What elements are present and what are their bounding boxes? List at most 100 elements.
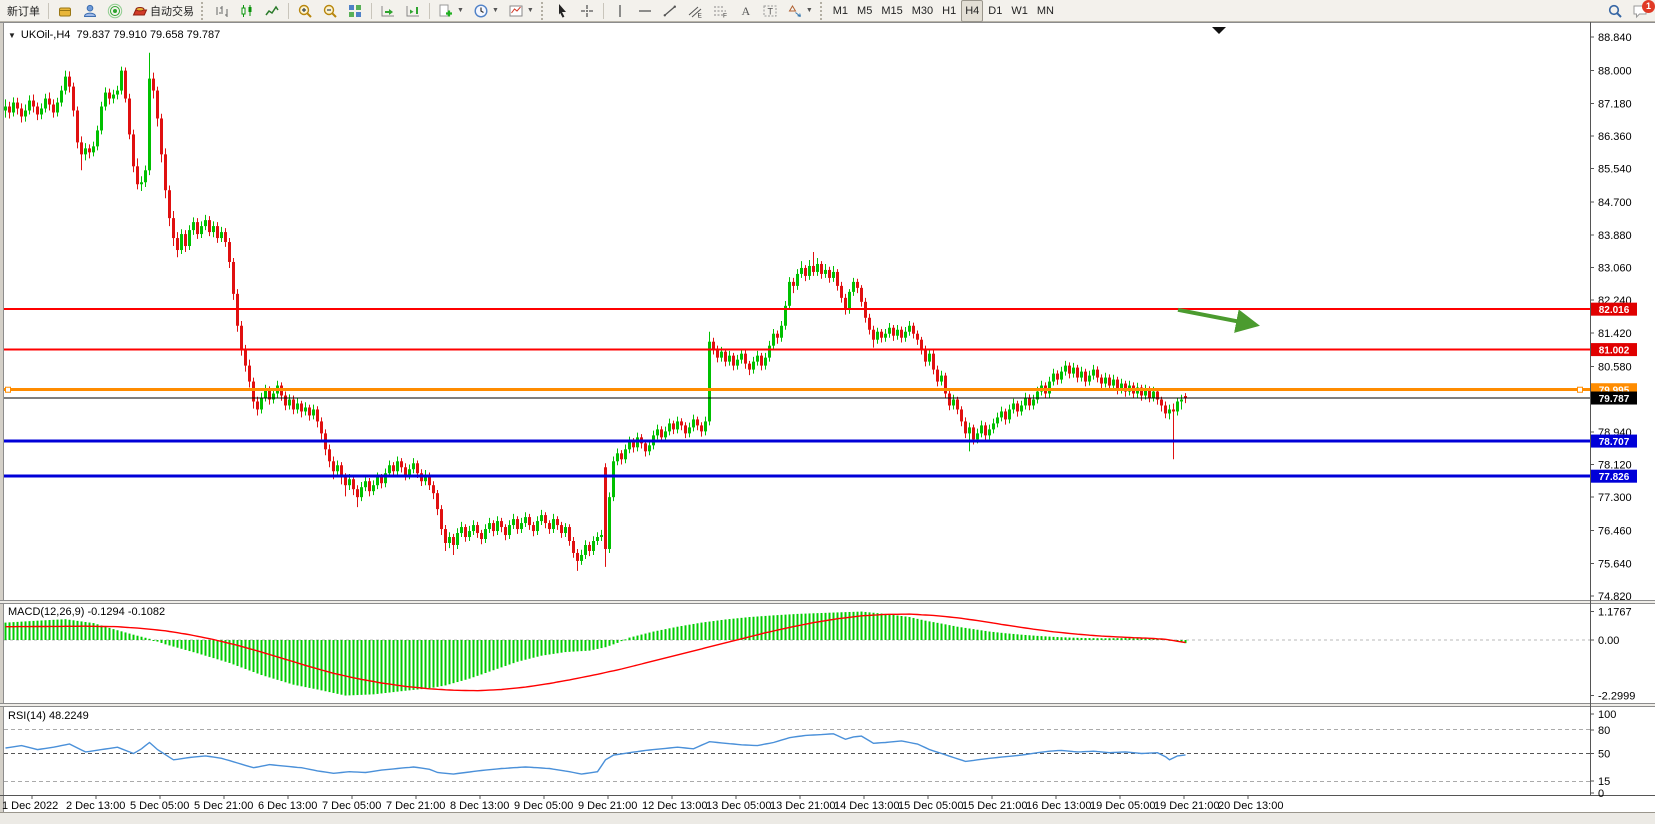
- zoom-in-icon: [297, 3, 313, 19]
- price-chart-canvas[interactable]: 88.840 88.000 87.180 86.360 85.540 84.700 83.8…: [0, 22, 1655, 824]
- signals-button[interactable]: [103, 0, 127, 22]
- signal-icon: [107, 3, 123, 19]
- chart-menu-icon[interactable]: ▼: [8, 30, 16, 40]
- price-badge-text: 82.016: [1599, 305, 1630, 316]
- crosshair-button[interactable]: [575, 0, 599, 22]
- time-tick-label: 19 Dec 21:00: [1154, 800, 1219, 812]
- macd-tick-label: 1.1767: [1598, 607, 1632, 619]
- price-tick-label: 88.000: [1598, 66, 1632, 78]
- tf-h4-button[interactable]: H4: [961, 0, 984, 22]
- notifications-button[interactable]: 1: [1628, 0, 1655, 22]
- time-tick-label: 13 Dec 21:00: [770, 800, 835, 812]
- clock-icon: [473, 3, 489, 19]
- tile-windows-button[interactable]: [343, 0, 367, 22]
- fibonacci-button[interactable]: F: [708, 0, 732, 22]
- price-tick-label: 74.820: [1598, 591, 1632, 603]
- periods-button[interactable]: ▼: [469, 0, 503, 22]
- price-badge-text: 78.707: [1599, 437, 1630, 448]
- time-tick-label: 1 Dec 2022: [2, 800, 58, 812]
- trendline-button[interactable]: [658, 0, 682, 22]
- search-button[interactable]: [1603, 0, 1627, 22]
- toolbar-separator: [602, 2, 604, 19]
- price-tick-label: 76.460: [1598, 526, 1632, 538]
- tf-h1-button[interactable]: H1: [938, 0, 960, 22]
- time-tick-label: 9 Dec 21:00: [578, 800, 637, 812]
- toolbar: 新订单 自动交易 ▼ ▼ ▼ E F A T ▼ M1 M5 M15 M30 H1 H4 D1 W1 MN 1: [0, 0, 1655, 22]
- toolbar-separator: [429, 2, 430, 19]
- templates-button[interactable]: ▼: [504, 0, 538, 22]
- tile-icon: [347, 3, 363, 19]
- time-tick-label: 12 Dec 13:00: [642, 800, 707, 812]
- tf-h4-button-label: H4: [965, 4, 980, 17]
- arrows-button[interactable]: ▼: [783, 0, 817, 22]
- chevron-down-icon: ▼: [457, 7, 464, 14]
- price-badge-77.826: [1591, 469, 1637, 483]
- tf-m30-button[interactable]: M30: [908, 0, 937, 22]
- tf-m1-button[interactable]: M1: [829, 0, 852, 22]
- scroll-position-marker[interactable]: [1212, 27, 1226, 34]
- price-tick-label: 77.300: [1598, 492, 1632, 504]
- text-a-icon: A: [737, 3, 753, 19]
- price-tick-label: 86.360: [1598, 131, 1632, 143]
- rsi-tick-label: 0: [1598, 788, 1604, 800]
- hline-button[interactable]: [633, 0, 657, 22]
- time-tick-label: 7 Dec 21:00: [386, 800, 445, 812]
- auto-scroll-button[interactable]: [376, 0, 400, 22]
- line-chart-button[interactable]: [260, 0, 284, 22]
- linechart-icon: [264, 3, 280, 19]
- svg-text:T: T: [767, 6, 773, 16]
- svg-text:F: F: [723, 12, 727, 19]
- zoom-out-button[interactable]: [318, 0, 342, 22]
- equidistant-channel-button[interactable]: E: [683, 0, 707, 22]
- price-badge-78.707: [1591, 434, 1637, 448]
- tf-m5-button[interactable]: M5: [853, 0, 876, 22]
- toolbar-grip: [540, 1, 546, 20]
- cursor-icon: [554, 3, 570, 19]
- guide-button[interactable]: [53, 0, 77, 22]
- price-badge-81.002: [1591, 343, 1637, 357]
- price-badge-text: 77.826: [1599, 472, 1630, 483]
- tf-mn-button[interactable]: MN: [1033, 0, 1058, 22]
- autotrade-button-label: 自动交易: [150, 5, 194, 18]
- chart-shift-button[interactable]: [401, 0, 425, 22]
- hline-handle[interactable]: [5, 386, 11, 393]
- time-tick-label: 16 Dec 13:00: [1026, 800, 1091, 812]
- chart-title: ▼ UKOil-,H4 79.837 79.910 79.658 79.787: [8, 29, 220, 41]
- svg-text:E: E: [697, 12, 702, 19]
- tf-m5-button-label: M5: [857, 4, 873, 17]
- price-badge-79.787: [1591, 391, 1637, 405]
- label-button[interactable]: T: [758, 0, 782, 22]
- hline-icon: [637, 3, 653, 19]
- time-tick-label: 5 Dec 05:00: [130, 800, 189, 812]
- time-tick-label: 2 Dec 13:00: [66, 800, 125, 812]
- tf-m30-button-label: M30: [911, 4, 934, 17]
- indicators-button[interactable]: ▼: [434, 0, 468, 22]
- toolbar-grip: [201, 1, 206, 20]
- autotrade-button[interactable]: 自动交易: [128, 0, 198, 22]
- price-badge-82.016: [1591, 302, 1637, 316]
- trend-arrow-annotation[interactable]: [1177, 307, 1260, 333]
- tf-m15-button[interactable]: M15: [877, 0, 906, 22]
- rsi-tick-label: 15: [1598, 776, 1610, 788]
- cursor-button[interactable]: [550, 0, 574, 22]
- new-order-button[interactable]: 新订单: [3, 0, 44, 22]
- vline-button[interactable]: [608, 0, 632, 22]
- macd-signal-line: [5, 613, 1186, 692]
- community-button[interactable]: [78, 0, 102, 22]
- hline-handle[interactable]: [1577, 386, 1583, 393]
- new-order-button-label: 新订单: [7, 5, 40, 18]
- time-tick-label: 14 Dec 13:00: [834, 800, 899, 812]
- toolbar-grip: [819, 1, 825, 20]
- price-tick-label: 85.540: [1598, 164, 1632, 176]
- autotrade-icon: [132, 3, 148, 19]
- zoom-in-button[interactable]: [293, 0, 317, 22]
- shapes-icon: [787, 3, 803, 19]
- tf-d1-button[interactable]: D1: [984, 0, 1006, 22]
- tf-d1-button-label: D1: [988, 4, 1003, 17]
- chart-shift-icon: [405, 3, 421, 19]
- notification-badge: 1: [1642, 0, 1655, 13]
- tf-w1-button[interactable]: W1: [1007, 0, 1032, 22]
- candlestick-button[interactable]: [235, 0, 259, 22]
- bar-chart-button[interactable]: [210, 0, 234, 22]
- text-button[interactable]: A: [733, 0, 757, 22]
